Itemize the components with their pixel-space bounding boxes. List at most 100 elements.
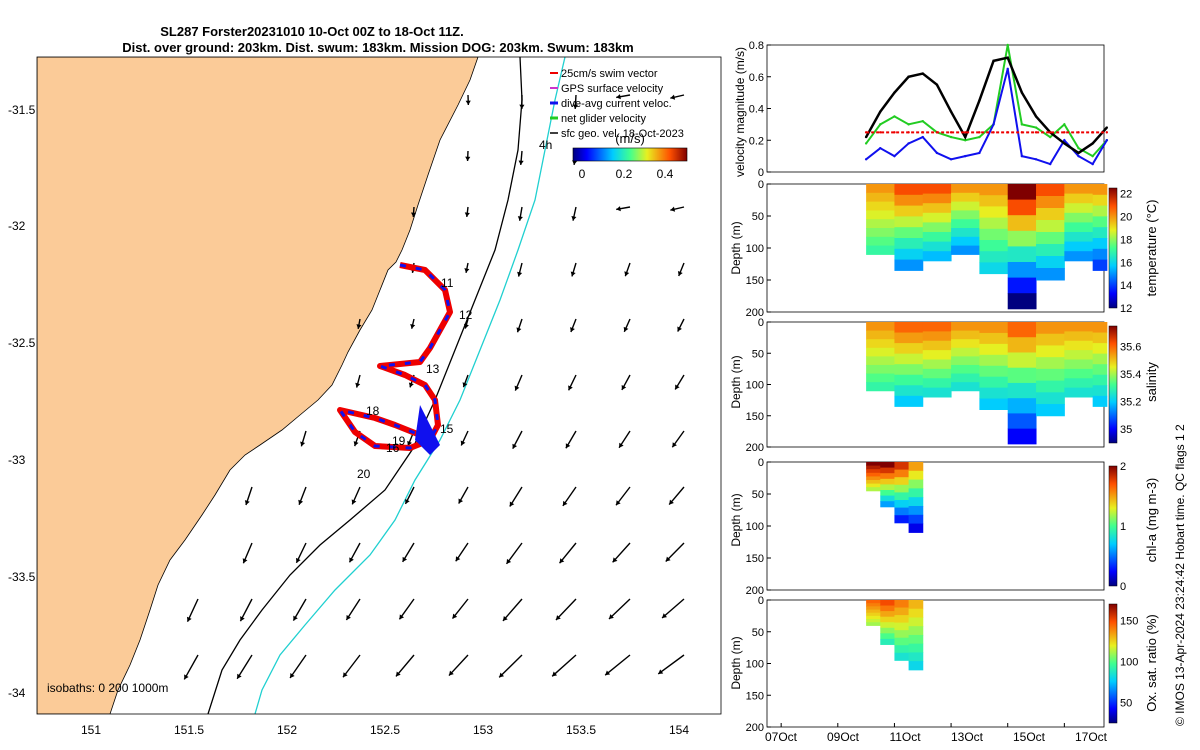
arrow-head xyxy=(356,324,362,329)
salinity-cell xyxy=(951,339,980,349)
salinity-cell xyxy=(1007,382,1037,399)
salinity-cell xyxy=(866,339,895,349)
velocity-point xyxy=(1063,139,1066,142)
salinity-cell xyxy=(1036,357,1065,370)
chla-cell xyxy=(866,469,881,474)
map-y-tick: -34 xyxy=(8,686,26,700)
temperature-cell xyxy=(979,206,1009,219)
map-colorbar-label: (m/s) xyxy=(615,131,645,146)
velocity-series-line xyxy=(865,56,1108,155)
temperature-cb-tick: 18 xyxy=(1120,234,1132,246)
salinity-cell xyxy=(1092,374,1108,386)
salinity-cell xyxy=(1064,387,1094,398)
oxygen-cell xyxy=(866,609,881,614)
velocity-arrow xyxy=(395,654,415,677)
salinity-cell xyxy=(1092,353,1108,365)
temperature-cell xyxy=(866,236,895,247)
temperature-cell xyxy=(922,241,952,252)
oxygen-y-tick: 100 xyxy=(746,659,764,671)
temperature-cell xyxy=(1064,251,1094,262)
salinity-cell xyxy=(922,322,952,332)
velocity-point xyxy=(978,131,981,134)
chla-cb-tick: 2 xyxy=(1120,461,1126,473)
salinity-cell xyxy=(894,385,924,397)
velocity-y-tick: 0.2 xyxy=(749,135,764,147)
temperature-cell xyxy=(979,195,1009,207)
temperature-cell xyxy=(866,184,895,194)
arrow-head xyxy=(616,500,621,506)
oxygen-cell xyxy=(908,626,924,636)
chla-y-tick: 50 xyxy=(752,489,764,501)
temperature-cell xyxy=(1064,222,1094,233)
velocity-point xyxy=(1091,142,1094,145)
chla-cell xyxy=(894,462,910,471)
temperature-cell xyxy=(894,238,924,250)
arrow-head xyxy=(465,100,471,105)
oxygen-cell xyxy=(908,608,924,618)
velocity-axes xyxy=(766,44,1105,173)
temperature-cell xyxy=(1092,216,1108,228)
chla-cell xyxy=(908,506,924,516)
salinity-cell xyxy=(1036,392,1065,405)
chla-colorbar xyxy=(1108,465,1118,587)
day-label: 13 xyxy=(426,362,440,376)
chla-cell xyxy=(894,477,910,486)
temperature-y-tick: 150 xyxy=(746,275,764,287)
velocity-arrow xyxy=(502,598,523,622)
temperature-cell xyxy=(1036,268,1065,281)
velocity-y-tick: 0.8 xyxy=(749,40,764,52)
map-x-tick: 151 xyxy=(81,723,101,737)
chla-y-tick: 150 xyxy=(746,553,764,565)
arrow-head xyxy=(672,442,677,448)
chla-y-tick: 200 xyxy=(746,585,764,597)
salinity-cell xyxy=(922,368,952,379)
chla-cb-tick: 0 xyxy=(1120,581,1126,593)
oxygen-cell xyxy=(880,611,895,618)
temperature-cell xyxy=(894,227,924,239)
oxygen-cell xyxy=(866,612,881,617)
salinity-cell xyxy=(951,322,980,332)
isobath-1000m xyxy=(254,57,566,714)
arrow-head xyxy=(399,614,405,620)
arrow-head xyxy=(605,670,611,676)
salinity-cell xyxy=(866,364,895,375)
salinity-cell xyxy=(1036,368,1065,382)
salinity-cell xyxy=(866,322,895,332)
temperature-cell xyxy=(951,201,980,211)
oxygen-cell xyxy=(908,661,924,671)
velocity-point xyxy=(978,135,981,139)
velocity-point xyxy=(1063,123,1066,126)
chla-cell xyxy=(908,497,924,507)
temperature-cell xyxy=(951,219,980,229)
salinity-cell xyxy=(894,374,924,386)
arrow-head xyxy=(448,670,454,676)
arrow-head xyxy=(572,160,578,165)
temperature-cell xyxy=(1064,212,1094,223)
map-y-tick: -33.5 xyxy=(8,570,36,584)
salinity-cell xyxy=(894,332,924,344)
oxygen-cell xyxy=(908,617,924,627)
salinity-cell xyxy=(1064,331,1094,342)
velocity-point xyxy=(1048,162,1052,166)
chla-cell xyxy=(866,476,881,481)
salinity-cell xyxy=(1036,333,1065,346)
legend-dive-avg: dive-avg current veloc. xyxy=(561,98,672,110)
temperature-cell xyxy=(1036,196,1065,209)
oxygen-cell xyxy=(894,645,910,654)
salinity-y-tick: 0 xyxy=(758,317,764,329)
salinity-cell xyxy=(1036,404,1065,417)
chla-cell xyxy=(894,484,910,493)
arrow-head xyxy=(619,442,624,448)
temp-ylabel: Depth (m) xyxy=(729,221,743,274)
velocity-arrow xyxy=(505,542,523,565)
velocity-point xyxy=(1105,131,1109,134)
salinity-cell xyxy=(894,364,924,376)
salinity-cell xyxy=(951,347,980,357)
arrow-head xyxy=(677,326,682,332)
temperature-cb-tick: 12 xyxy=(1120,303,1132,315)
temperature-cell xyxy=(866,219,895,229)
temperature-cell xyxy=(866,245,895,255)
map-colorbar-tick: 0 xyxy=(579,167,586,181)
salinity-cell xyxy=(1064,359,1094,370)
oxygen-cell xyxy=(908,634,924,645)
